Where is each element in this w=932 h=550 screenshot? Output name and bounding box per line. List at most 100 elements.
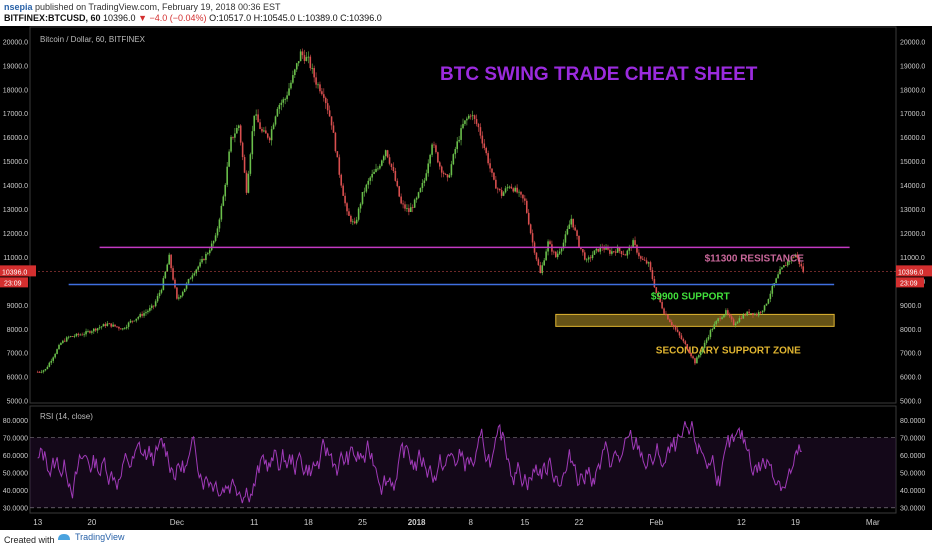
candle-body <box>324 97 327 104</box>
candle-body <box>328 110 331 117</box>
rsi-axes: 30.0000 30.0000 40.0000 40.0000 50.0000 50.00… <box>3 418 926 513</box>
candle-body <box>742 314 745 319</box>
candle-body <box>290 82 292 89</box>
support-label: $9900 SUPPORT <box>651 291 730 302</box>
candle-body <box>676 329 679 332</box>
candle-body <box>589 257 592 259</box>
candle-body <box>266 133 269 138</box>
candle-body <box>62 340 64 343</box>
candle-body <box>471 115 474 117</box>
candle-body <box>431 144 433 155</box>
candle-body <box>582 249 584 253</box>
y-tick-label-right: 6000.0 <box>900 375 922 382</box>
candle-body <box>42 370 45 372</box>
candle-body <box>566 228 569 235</box>
candle-body <box>377 168 379 170</box>
rsi-line <box>37 421 802 504</box>
candle-body <box>284 99 286 100</box>
candle-body <box>321 91 323 95</box>
candle-body <box>118 327 120 329</box>
x-tick-label: 8 <box>469 518 474 527</box>
candle-body <box>417 192 420 198</box>
candle-body <box>489 163 491 169</box>
candle-body <box>467 115 470 119</box>
candle-body <box>116 326 118 328</box>
candle-body <box>777 274 779 279</box>
candle-body <box>725 310 727 315</box>
candle-body <box>226 166 228 185</box>
candle-body <box>413 199 416 208</box>
time-axis[interactable]: 13 20 Dec 11 18 25 2018 8 15 22 Feb 12 19 Mar <box>33 518 880 527</box>
candle-body <box>176 287 178 299</box>
candle-body <box>280 102 283 105</box>
x-tick-label: Mar <box>866 518 880 527</box>
candle-body <box>268 137 271 141</box>
candle-body <box>199 262 201 267</box>
candle-body <box>435 145 437 153</box>
candle-body <box>516 187 518 193</box>
candle-body <box>344 195 346 204</box>
candle-body <box>669 319 671 323</box>
tradingview-brand[interactable]: TradingView <box>56 532 125 542</box>
candle-body <box>286 95 288 100</box>
candle-body <box>421 182 424 189</box>
candle-body <box>191 275 194 279</box>
candle-body <box>292 75 294 83</box>
candle-body <box>336 151 339 158</box>
y-tick-label-right: 13000.0 <box>900 207 925 214</box>
candle-body <box>649 262 652 271</box>
author-name[interactable]: nsepia <box>4 2 33 12</box>
candle-body <box>73 336 76 337</box>
candle-body <box>734 323 737 326</box>
candle-body <box>491 168 493 173</box>
candle-body <box>193 273 196 276</box>
candle-body <box>531 233 534 243</box>
candle-body <box>143 313 145 316</box>
candle-body <box>160 289 163 293</box>
candle-body <box>236 127 238 134</box>
candle-body <box>765 303 768 306</box>
candle-body <box>583 252 586 260</box>
candle-body <box>392 167 395 171</box>
candle-body <box>278 104 281 109</box>
candle-body <box>363 191 366 193</box>
candle-body <box>740 318 743 319</box>
annotation-lines[interactable]: $11300 RESISTANCE $9900 SUPPORT <box>68 246 850 302</box>
candle-body <box>197 266 199 270</box>
candle-body <box>756 313 758 316</box>
y-tick-label-left: 11000.0 <box>3 255 28 262</box>
countdown-tag-left <box>0 277 28 288</box>
candle-body <box>701 347 704 353</box>
rsi-pane <box>29 405 897 514</box>
candle-body <box>317 84 319 86</box>
candle-body <box>172 268 174 280</box>
candle-body <box>309 56 312 69</box>
candle-body <box>595 248 598 251</box>
candle-body <box>560 248 563 252</box>
candle-body <box>388 157 391 164</box>
trading-chart[interactable]: 5000.06000.07000.08000.09000.010000.0110… <box>0 26 932 530</box>
candle-body <box>133 320 136 322</box>
candle-body <box>549 241 551 245</box>
candle-body <box>77 333 80 335</box>
candle-body <box>665 313 667 315</box>
candle-body <box>220 205 223 220</box>
candle-body <box>785 265 787 267</box>
candle-body <box>179 295 182 298</box>
candle-body <box>705 339 708 343</box>
candle-body <box>752 313 754 315</box>
countdown-text-left: 23:09 <box>4 280 22 287</box>
candle-body <box>390 163 393 168</box>
rsi-tick-label-left: 80.0000 <box>3 418 28 425</box>
last-price-markers: 10396.0 23:09 10396.0 23:09 <box>0 265 932 288</box>
candle-body <box>597 248 600 252</box>
y-tick-label-right: 18000.0 <box>900 87 925 94</box>
candle-body <box>744 314 747 316</box>
candle-body <box>63 340 66 342</box>
candle-body <box>152 305 155 307</box>
y-tick-label-right: 20000.0 <box>900 39 925 46</box>
candle-body <box>71 336 74 337</box>
chart-headline: BTC SWING TRADE CHEAT SHEET <box>440 64 758 85</box>
candle-body <box>512 188 515 192</box>
candle-body <box>663 308 665 314</box>
